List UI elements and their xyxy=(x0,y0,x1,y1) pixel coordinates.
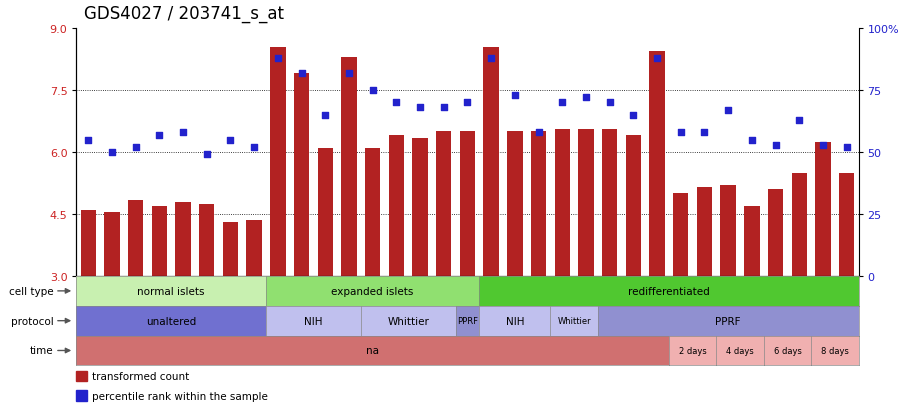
Bar xyxy=(792,173,807,276)
Text: expanded islets: expanded islets xyxy=(332,286,414,296)
Point xyxy=(792,117,806,124)
Text: 6 days: 6 days xyxy=(773,346,801,355)
Point xyxy=(318,112,333,119)
Bar xyxy=(199,204,215,276)
Text: NIH: NIH xyxy=(505,316,524,326)
Bar xyxy=(128,200,143,276)
Bar xyxy=(104,212,120,276)
Point xyxy=(294,70,308,77)
Bar xyxy=(76,390,87,401)
Bar xyxy=(223,223,238,276)
Point xyxy=(840,145,854,151)
Bar xyxy=(673,194,689,276)
Text: NIH: NIH xyxy=(304,316,323,326)
Bar xyxy=(152,206,167,276)
Text: 8 days: 8 days xyxy=(821,346,849,355)
Text: time: time xyxy=(30,346,54,356)
Text: na: na xyxy=(366,346,379,356)
Bar xyxy=(81,210,96,276)
Bar xyxy=(578,130,593,276)
Text: redifferentiated: redifferentiated xyxy=(628,286,710,296)
Bar xyxy=(246,221,262,276)
Point xyxy=(698,130,712,136)
Point xyxy=(247,145,262,151)
Text: normal islets: normal islets xyxy=(138,286,205,296)
Bar xyxy=(436,132,451,276)
Text: unaltered: unaltered xyxy=(147,316,196,326)
Point xyxy=(744,137,759,144)
Bar xyxy=(839,173,854,276)
Bar xyxy=(697,188,712,276)
Text: cell type: cell type xyxy=(9,286,54,296)
Text: GDS4027 / 203741_s_at: GDS4027 / 203741_s_at xyxy=(85,5,284,24)
Bar xyxy=(484,47,499,276)
Bar xyxy=(294,74,309,276)
Bar xyxy=(388,136,404,276)
Point xyxy=(105,150,120,156)
Point xyxy=(413,105,427,112)
Point xyxy=(650,55,664,62)
Bar xyxy=(768,190,783,276)
Point xyxy=(555,100,569,107)
Text: protocol: protocol xyxy=(11,316,54,326)
Bar xyxy=(649,52,664,276)
Bar xyxy=(815,142,831,276)
Text: percentile rank within the sample: percentile rank within the sample xyxy=(93,391,268,401)
Bar xyxy=(459,132,476,276)
Point xyxy=(176,130,191,136)
Point xyxy=(602,100,617,107)
Text: Whittier: Whittier xyxy=(387,316,429,326)
Point xyxy=(81,137,95,144)
Point xyxy=(223,137,237,144)
Bar xyxy=(271,47,286,276)
Bar xyxy=(602,130,618,276)
Bar xyxy=(413,138,428,276)
Text: PPRF: PPRF xyxy=(457,316,478,325)
Point xyxy=(508,93,522,99)
Text: Whittier: Whittier xyxy=(557,316,591,325)
Point xyxy=(769,142,783,149)
Point xyxy=(579,95,593,102)
Bar xyxy=(175,202,191,276)
Point xyxy=(460,100,475,107)
Point xyxy=(437,105,451,112)
Point xyxy=(815,142,830,149)
Point xyxy=(531,130,546,136)
Text: 2 days: 2 days xyxy=(679,346,707,355)
Bar xyxy=(342,58,357,276)
Point xyxy=(342,70,356,77)
Bar xyxy=(744,206,760,276)
Point xyxy=(271,55,285,62)
Point xyxy=(673,130,688,136)
Point xyxy=(627,112,641,119)
Bar xyxy=(531,132,547,276)
Point xyxy=(366,88,380,94)
Bar xyxy=(365,149,380,276)
Point xyxy=(200,152,214,158)
Point xyxy=(129,145,143,151)
Text: 4 days: 4 days xyxy=(726,346,754,355)
Bar xyxy=(720,185,736,276)
Bar xyxy=(626,136,641,276)
Point xyxy=(389,100,404,107)
Text: PPRF: PPRF xyxy=(716,316,741,326)
Point xyxy=(152,132,166,139)
Point xyxy=(721,107,735,114)
Text: transformed count: transformed count xyxy=(93,371,190,381)
Bar xyxy=(507,132,522,276)
Point xyxy=(484,55,498,62)
Bar xyxy=(317,149,333,276)
Bar xyxy=(555,130,570,276)
Bar xyxy=(76,371,87,382)
